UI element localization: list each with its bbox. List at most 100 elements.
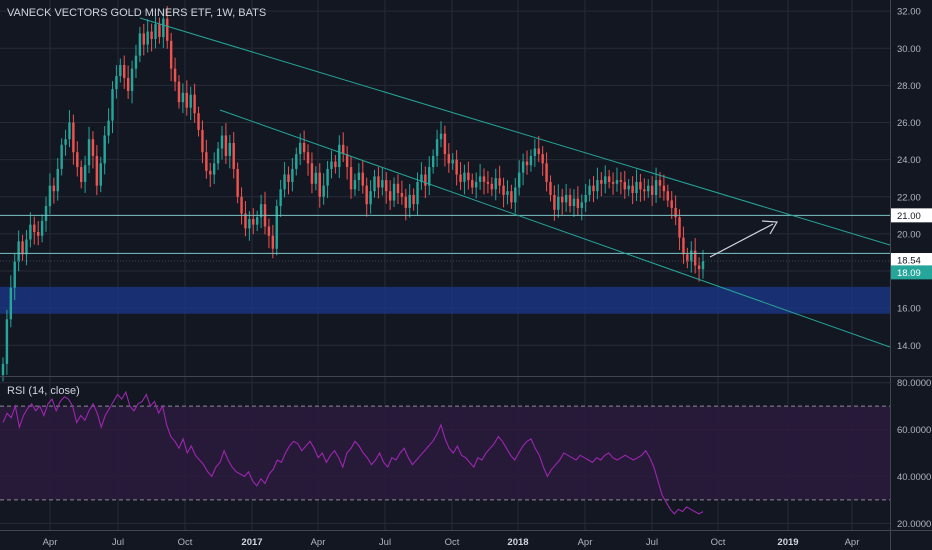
candle-body[interactable] <box>244 213 247 229</box>
candle-body[interactable] <box>1 363 5 375</box>
candle-body[interactable] <box>408 194 411 208</box>
candle-body[interactable] <box>517 172 521 188</box>
candle-body[interactable] <box>17 241 20 262</box>
candle-body[interactable] <box>607 176 611 182</box>
candle-body[interactable] <box>541 154 544 164</box>
candle-body[interactable] <box>119 64 122 77</box>
candle-body[interactable] <box>635 181 638 194</box>
candle-body[interactable] <box>240 196 243 214</box>
candle-body[interactable] <box>674 207 677 218</box>
candle-body[interactable] <box>318 172 321 197</box>
candle-body[interactable] <box>424 174 427 186</box>
candle-body[interactable] <box>361 172 364 186</box>
candle-body[interactable] <box>596 180 599 192</box>
candle-body[interactable] <box>166 18 169 41</box>
candle-body[interactable] <box>490 183 494 190</box>
candle-body[interactable] <box>353 180 357 190</box>
candle-body[interactable] <box>40 220 44 236</box>
candle-body[interactable] <box>690 250 693 262</box>
candle-body[interactable] <box>506 191 509 195</box>
candle-body[interactable] <box>189 94 192 108</box>
candle-body[interactable] <box>99 163 102 186</box>
candle-body[interactable] <box>193 94 196 114</box>
candle-body[interactable] <box>87 139 91 166</box>
candle-body[interactable] <box>658 180 662 186</box>
candle-body[interactable] <box>44 206 48 221</box>
candle-body[interactable] <box>138 33 142 56</box>
candle-body[interactable] <box>498 178 501 186</box>
candle-body[interactable] <box>494 178 497 190</box>
candle-body[interactable] <box>400 193 404 197</box>
candle-body[interactable] <box>701 261 705 270</box>
candle-body[interactable] <box>36 232 40 236</box>
candle-body[interactable] <box>385 180 388 192</box>
candle-body[interactable] <box>212 163 216 175</box>
candle-body[interactable] <box>693 250 697 266</box>
candle-body[interactable] <box>482 176 486 182</box>
candle-body[interactable] <box>439 133 443 140</box>
candle-body[interactable] <box>232 142 235 169</box>
candle-body[interactable] <box>123 64 126 78</box>
candle-body[interactable] <box>533 148 537 156</box>
candle-body[interactable] <box>33 224 36 233</box>
candle-body[interactable] <box>420 174 423 182</box>
candle-body[interactable] <box>647 185 650 192</box>
candle-body[interactable] <box>21 241 24 255</box>
candle-body[interactable] <box>83 165 87 182</box>
candle-body[interactable] <box>564 194 568 203</box>
candle-body[interactable] <box>392 183 396 201</box>
candle-body[interactable] <box>201 129 204 153</box>
candle-body[interactable] <box>373 176 376 192</box>
candle-body[interactable] <box>678 217 681 238</box>
candle-body[interactable] <box>236 168 239 197</box>
candle-body[interactable] <box>557 196 560 210</box>
candle-body[interactable] <box>68 122 71 140</box>
candle-body[interactable] <box>443 133 447 155</box>
candle-body[interactable] <box>216 148 220 164</box>
candle-body[interactable] <box>326 168 329 186</box>
candle-body[interactable] <box>306 152 310 164</box>
candle-body[interactable] <box>455 159 458 175</box>
candle-body[interactable] <box>91 139 95 156</box>
candle-body[interactable] <box>514 187 517 203</box>
candle-body[interactable] <box>185 92 189 108</box>
candle-body[interactable] <box>220 135 224 149</box>
candle-body[interactable] <box>416 181 419 205</box>
rsi-panel[interactable] <box>0 390 890 515</box>
candle-body[interactable] <box>459 174 462 182</box>
candle-body[interactable] <box>611 181 615 184</box>
candle-body[interactable] <box>631 185 634 194</box>
candle-body[interactable] <box>134 55 138 69</box>
candle-body[interactable] <box>177 81 181 103</box>
candle-body[interactable] <box>471 180 474 188</box>
candle-body[interactable] <box>615 180 619 184</box>
candle-body[interactable] <box>279 189 282 207</box>
candle-body[interactable] <box>670 200 673 208</box>
candle-body[interactable] <box>588 185 591 195</box>
candle-body[interactable] <box>146 31 149 45</box>
candle-body[interactable] <box>205 152 208 171</box>
support-zone[interactable] <box>0 286 890 314</box>
candle-body[interactable] <box>572 198 576 207</box>
candle-body[interactable] <box>334 161 337 168</box>
candle-body[interactable] <box>545 163 548 182</box>
candle-body[interactable] <box>345 154 349 168</box>
candle-body[interactable] <box>197 113 200 130</box>
candle-body[interactable] <box>592 185 595 192</box>
candle-body[interactable] <box>521 161 525 173</box>
candle-body[interactable] <box>13 261 16 288</box>
candle-body[interactable] <box>404 196 408 208</box>
candle-body[interactable] <box>248 219 251 229</box>
candle-body[interactable] <box>5 319 9 364</box>
candle-body[interactable] <box>142 33 145 45</box>
candle-body[interactable] <box>80 167 83 182</box>
candle-body[interactable] <box>682 237 685 255</box>
candle-body[interactable] <box>529 155 533 166</box>
candle-body[interactable] <box>275 206 278 249</box>
candle-body[interactable] <box>369 191 372 205</box>
candle-body[interactable] <box>48 185 52 207</box>
candle-body[interactable] <box>150 31 153 39</box>
candle-body[interactable] <box>377 176 380 188</box>
projection-arrow[interactable] <box>709 223 774 258</box>
candle-body[interactable] <box>287 174 290 182</box>
